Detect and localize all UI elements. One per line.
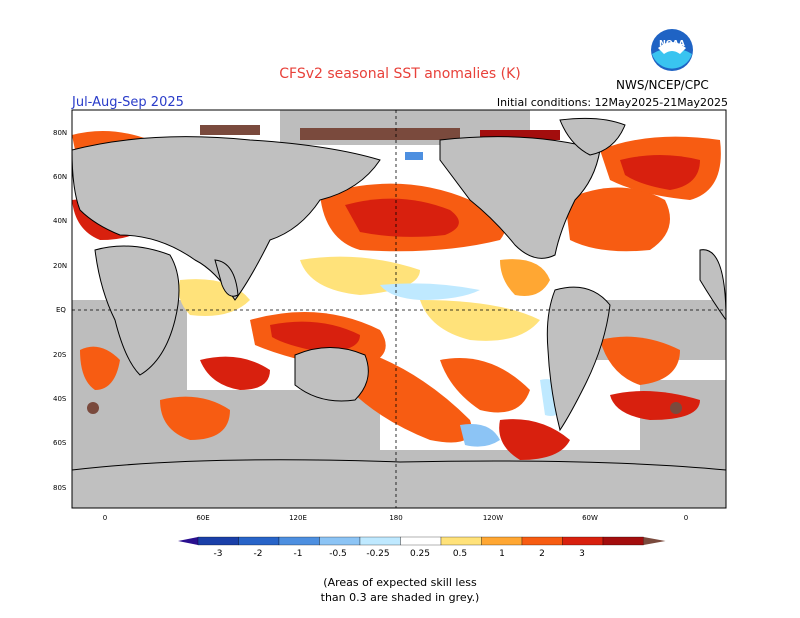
lat-label: 40S	[53, 395, 67, 403]
colorbar-label: 2	[539, 549, 545, 559]
africa	[94, 245, 180, 376]
colorbar-segment	[440, 536, 482, 546]
australia	[294, 347, 369, 402]
map-frame	[71, 109, 727, 509]
colorbar-segment	[319, 536, 361, 546]
colorbar-label: -0.5	[329, 549, 347, 559]
lat-label: 80N	[53, 129, 67, 137]
initial-conditions-label: Initial conditions: 12May2025-21May2025	[496, 96, 728, 109]
colorbar-segment	[359, 536, 401, 546]
lon-label: 0	[684, 514, 688, 522]
colorbar-label: -2	[254, 549, 263, 559]
lon-label: 120W	[483, 514, 503, 522]
logo-text: NOAA	[659, 39, 685, 48]
season-label: Jul-Aug-Sep 2025	[72, 95, 184, 110]
lat-label: EQ	[56, 306, 66, 314]
latitude-labels: 80N 60N 40N 20N EQ 20S 40S 60S 80S	[53, 129, 67, 492]
colorbar-labels: -3 -2 -1 -0.5 -0.25 0.25 0.5 1 2 3	[214, 549, 585, 559]
lat-label: 80S	[53, 484, 67, 492]
colorbar-segment	[562, 536, 604, 546]
colorbar-segment	[278, 536, 320, 546]
colorbar-label: 0.5	[453, 549, 467, 559]
colorbar-left-arrow	[178, 537, 198, 545]
map-title: CFSv2 seasonal SST anomalies (K)	[279, 66, 521, 82]
colorbar-label: 0.25	[410, 549, 430, 559]
lon-label: 0	[103, 514, 107, 522]
lat-label: 20S	[53, 351, 67, 359]
noaa-logo-icon: NOAA	[651, 29, 693, 71]
longitude-labels: 0 60E 120E 180 120W 60W 0	[103, 514, 688, 522]
lon-label: 60E	[196, 514, 209, 522]
lat-label: 20N	[53, 262, 67, 270]
colorbar-segment	[521, 536, 563, 546]
eurasia	[72, 136, 381, 301]
north-america	[439, 136, 601, 259]
antarctica	[72, 459, 726, 508]
colorbar-label: 3	[579, 549, 585, 559]
colorbar-label: 1	[499, 549, 505, 559]
colorbar-label: -0.25	[366, 549, 389, 559]
greenland	[559, 117, 626, 156]
lat-label: 60N	[53, 173, 67, 181]
colorbar-label: -1	[294, 549, 303, 559]
lat-label: 60S	[53, 439, 67, 447]
colorbar-label: -3	[214, 549, 223, 559]
colorbar	[178, 536, 666, 546]
lon-label: 180	[389, 514, 402, 522]
colorbar-segment	[481, 536, 523, 546]
south-america	[546, 286, 611, 432]
skill-note-line-2: than 0.3 are shaded in grey.)	[320, 591, 480, 604]
india	[214, 259, 239, 297]
colorbar-segment	[238, 536, 280, 546]
colorbar-right-arrow	[643, 537, 666, 545]
organization-label: NWS/NCEP/CPC	[616, 78, 709, 92]
colorbar-segment	[602, 536, 644, 546]
land-masses	[72, 117, 726, 508]
skill-note-line-1: (Areas of expected skill less	[323, 576, 477, 589]
lat-label: 40N	[53, 217, 67, 225]
lon-label: 120E	[289, 514, 307, 522]
colorbar-segment	[197, 536, 239, 546]
lon-label: 60W	[582, 514, 598, 522]
colorbar-segment	[400, 536, 442, 546]
